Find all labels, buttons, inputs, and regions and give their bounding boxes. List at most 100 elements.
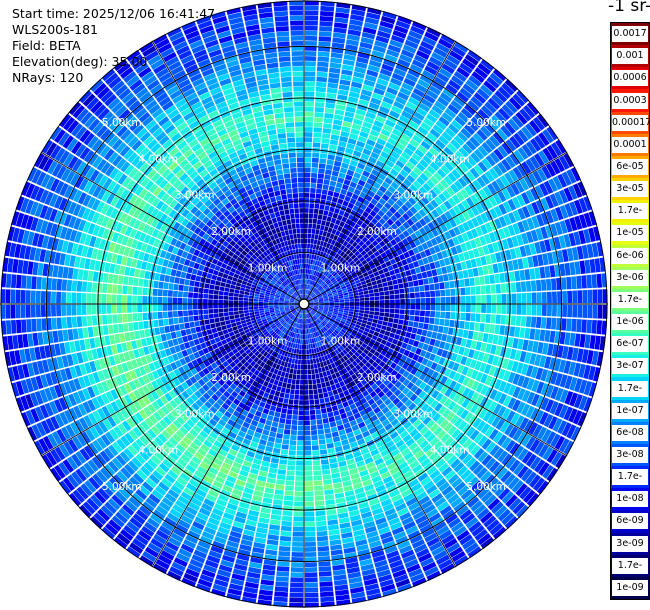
ppi-cell [495,314,501,324]
ppi-cell [309,285,313,291]
ppi-cell [308,301,314,303]
ppi-cell [314,234,319,240]
ppi-cell [311,294,316,299]
ppi-cell [434,339,441,348]
ppi-cell [368,273,375,279]
ppi-cell [304,233,308,239]
ppi-cell [304,51,317,57]
ppi-cell [317,278,322,284]
ppi-cell [377,353,385,361]
ppi-cell [586,274,592,289]
ppi-cell [226,323,232,329]
ppi-cell [304,268,306,274]
ppi-cell [346,286,352,290]
ppi-cell [371,217,379,225]
ppi-cell [390,274,397,281]
ppi-cell [409,170,419,180]
ppi-cell [418,279,424,286]
ppi-cell [289,368,294,374]
ppi-cell [318,317,323,322]
ppi-cell [331,278,337,284]
ppi-cell [392,323,398,329]
ppi-cell [304,521,315,527]
ppi-cell [307,228,312,234]
ppi-cell [214,336,221,343]
ppi-cell [444,210,453,220]
ppi-cell [313,480,323,486]
ppi-cell [494,111,507,124]
ppi-cell [359,256,366,263]
ppi-cell [389,332,396,339]
ppi-cell [353,265,359,271]
ppi-cell [567,304,573,318]
ppi-cell [573,199,583,214]
ppi-cell [440,304,446,311]
ppi-cell [386,276,392,282]
ppi-cell [483,364,492,375]
ppi-cell [480,58,495,72]
ppi-cell [361,229,368,237]
ppi-cell [394,236,402,243]
ppi-cell [321,327,326,333]
ppi-cell [347,186,355,193]
ppi-cell [300,369,304,375]
ppi-cell [316,319,321,324]
ppi-cell [316,520,327,527]
ppi-cell [339,238,345,245]
ppi-cell [314,485,323,491]
ppi-cell [304,567,318,573]
ppi-cell [405,304,410,310]
ppi-cell [298,405,304,410]
ppi-cell [393,334,400,340]
ppi-cell [304,203,309,208]
ppi-cell [349,296,354,300]
ppi-cell [591,274,598,288]
ppi-cell [507,397,517,409]
ppi-cell [448,79,461,91]
ppi-cell [361,259,368,266]
ppi-cell [524,244,532,256]
ppi-cell [310,311,315,315]
ppi-cell [379,295,385,300]
ppi-cell [318,245,323,251]
ppi-cell [304,486,314,492]
ppi-cell [477,266,484,276]
ppi-cell [342,326,348,332]
ppi-cell [365,266,372,272]
ppi-cell [419,335,426,343]
ppi-cell [587,304,593,319]
ppi-cell [346,143,356,150]
ppi-cell [396,173,406,182]
ppi-cell [468,75,482,87]
ppi-cell [438,116,450,127]
ppi-cell [409,184,418,193]
ppi-cell [588,227,596,242]
ppi-cell [514,349,522,361]
ppi-cell [311,172,318,178]
ppi-cell [384,304,390,309]
ppi-cell [433,426,443,436]
ppi-cell [340,274,347,280]
ppi-cell [309,304,314,305]
ppi-cell [300,364,304,370]
ppi-cell [372,344,379,351]
ppi-cell [526,304,532,316]
ppi-cell [509,326,516,337]
ppi-cell [409,428,419,438]
ppi-cell [467,49,482,62]
ppi-cell [352,205,360,212]
ppi-cell [423,429,433,439]
ppi-cell [321,321,327,326]
ppi-cell [436,429,447,440]
ppi-cell [345,320,351,325]
ppi-cell [387,322,393,328]
ppi-cell [348,245,355,252]
ppi-cell [384,295,390,300]
ppi-cell [463,124,476,136]
ppi-cell [330,175,338,182]
ppi-cell [304,198,310,203]
ppi-cell [309,394,314,400]
ppi-cell [386,366,394,374]
ppi-cell [430,297,436,304]
ppi-cell [342,240,349,247]
